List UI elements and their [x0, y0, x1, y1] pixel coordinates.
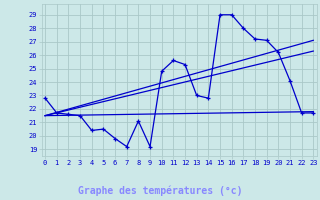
Text: Graphe des températures (°c): Graphe des températures (°c) [78, 186, 242, 196]
